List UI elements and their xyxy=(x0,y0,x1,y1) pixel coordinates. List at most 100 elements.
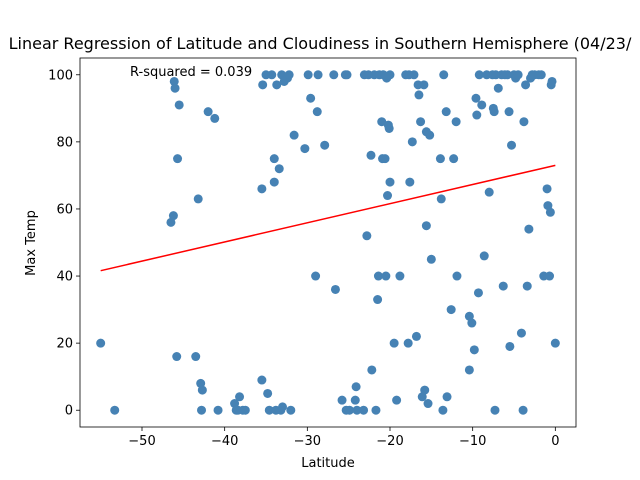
data-point xyxy=(407,137,417,147)
data-point xyxy=(300,144,310,154)
data-point xyxy=(366,150,376,160)
y-tick-label: 100 xyxy=(48,68,73,83)
data-point xyxy=(330,284,340,294)
data-point xyxy=(174,100,184,110)
plot-area xyxy=(80,58,576,427)
x-tick-label: −40 xyxy=(211,434,238,449)
data-point xyxy=(362,231,372,241)
data-point xyxy=(452,271,462,281)
data-point xyxy=(286,405,296,415)
data-point xyxy=(284,70,294,80)
data-point xyxy=(513,70,523,80)
data-point xyxy=(197,405,207,415)
data-point xyxy=(350,395,360,405)
y-tick-label: 60 xyxy=(56,202,73,217)
data-point xyxy=(405,177,415,187)
x-tick-label: −20 xyxy=(376,434,403,449)
data-point xyxy=(420,385,430,395)
data-point xyxy=(269,154,279,164)
data-point xyxy=(477,100,487,110)
data-point xyxy=(449,154,459,164)
data-point xyxy=(426,254,436,264)
data-point xyxy=(545,271,555,281)
data-point xyxy=(384,123,394,133)
data-point xyxy=(274,164,284,174)
data-point xyxy=(235,392,245,402)
data-point xyxy=(313,70,323,80)
y-tick-label: 80 xyxy=(56,135,73,150)
data-point xyxy=(389,338,399,348)
data-point xyxy=(210,113,220,123)
data-point xyxy=(367,365,377,375)
data-point xyxy=(269,177,279,187)
data-point xyxy=(264,405,274,415)
data-point xyxy=(473,288,483,298)
data-point xyxy=(471,93,481,103)
data-point xyxy=(441,107,451,117)
data-point xyxy=(518,405,528,415)
data-point xyxy=(385,177,395,187)
data-point xyxy=(521,80,531,90)
data-point xyxy=(421,221,431,231)
data-point xyxy=(342,70,352,80)
data-point xyxy=(490,405,500,415)
data-point xyxy=(489,107,499,117)
data-point xyxy=(373,295,383,305)
x-axis-label: Latitude xyxy=(301,456,355,471)
y-tick-label: 0 xyxy=(65,404,73,419)
data-point xyxy=(550,338,560,348)
data-point xyxy=(169,76,179,86)
data-point xyxy=(403,338,413,348)
data-point xyxy=(240,405,250,415)
data-point xyxy=(524,224,534,234)
data-point xyxy=(306,93,316,103)
data-point xyxy=(191,352,201,362)
data-point xyxy=(381,271,391,281)
data-point xyxy=(213,405,223,415)
data-point xyxy=(257,184,267,194)
data-point xyxy=(425,130,435,140)
data-point xyxy=(392,395,402,405)
x-tick-label: 0 xyxy=(551,434,559,449)
data-point xyxy=(416,117,426,127)
data-point xyxy=(536,70,546,80)
y-axis: 0 20 40 60 80 100 xyxy=(48,68,80,419)
data-point xyxy=(303,70,313,80)
x-tick-label: −10 xyxy=(459,434,486,449)
data-point xyxy=(385,70,395,80)
data-point xyxy=(545,207,555,217)
data-point xyxy=(502,70,512,80)
data-point xyxy=(377,117,387,127)
data-point xyxy=(414,90,424,100)
data-point xyxy=(383,191,393,201)
data-point xyxy=(289,130,299,140)
data-point xyxy=(411,331,421,341)
data-point xyxy=(395,271,405,281)
data-point xyxy=(258,80,268,90)
data-point xyxy=(504,107,514,117)
data-point xyxy=(479,251,489,261)
x-tick-label: −50 xyxy=(128,434,155,449)
y-tick-label: 40 xyxy=(56,270,73,285)
data-point xyxy=(352,405,362,415)
data-point xyxy=(438,405,448,415)
y-axis-label: Max Temp xyxy=(24,210,39,276)
data-point xyxy=(451,117,461,127)
x-axis: −50 −40 −30 −20 −10 0 xyxy=(128,427,559,449)
data-point xyxy=(170,83,180,93)
data-point xyxy=(474,70,484,80)
data-point xyxy=(519,117,529,127)
data-point xyxy=(516,328,526,338)
data-point xyxy=(373,271,383,281)
data-point xyxy=(359,405,369,415)
data-point xyxy=(472,110,482,120)
data-point xyxy=(168,211,178,221)
y-tick-label: 20 xyxy=(56,337,73,352)
data-point xyxy=(193,194,203,204)
data-point xyxy=(173,154,183,164)
data-point xyxy=(442,392,452,402)
data-point xyxy=(467,318,477,328)
data-point xyxy=(498,281,508,291)
data-point xyxy=(263,388,273,398)
data-point xyxy=(172,352,182,362)
